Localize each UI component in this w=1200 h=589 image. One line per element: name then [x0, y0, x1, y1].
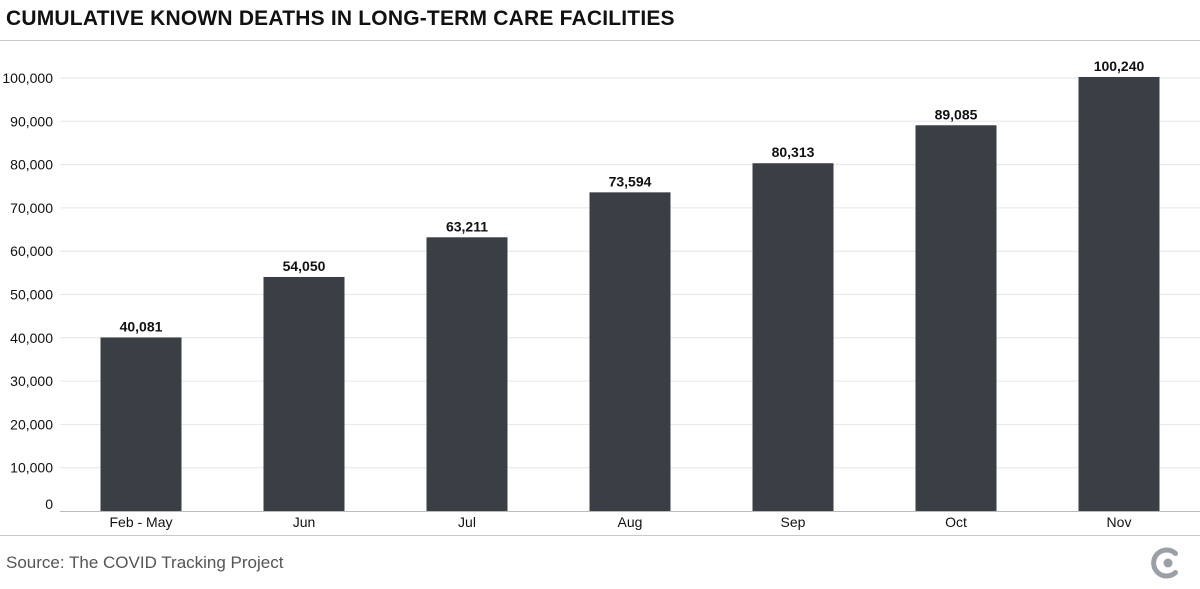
y-tick-label: 40,000	[10, 330, 53, 346]
covid-tracking-project-logo-icon	[1151, 547, 1178, 579]
y-tick-label: 10,000	[10, 460, 53, 476]
y-tick-label: 50,000	[10, 287, 53, 303]
bar	[426, 237, 508, 511]
data-label: 54,050	[283, 258, 326, 274]
chart-title: CUMULATIVE KNOWN DEATHS IN LONG-TERM CAR…	[6, 7, 675, 30]
top-divider	[0, 40, 1200, 41]
bar	[752, 163, 834, 512]
bar	[589, 192, 671, 511]
data-label: 40,081	[120, 318, 163, 334]
x-tick-label: Oct	[945, 514, 967, 530]
data-label: 80,313	[772, 144, 815, 160]
y-tick-label: 60,000	[10, 243, 53, 259]
y-tick-label: 70,000	[10, 200, 53, 216]
bar	[915, 125, 997, 511]
bar	[100, 337, 182, 511]
y-tick-label: 20,000	[10, 416, 53, 432]
y-tick-label: 100,000	[2, 70, 53, 86]
data-label: 63,211	[446, 218, 488, 234]
x-tick-label: Jul	[458, 514, 476, 530]
source-note: Source: The COVID Tracking Project	[6, 553, 284, 572]
x-tick-label: Jun	[293, 514, 316, 530]
x-tick-label: Sep	[781, 514, 806, 530]
bar-chart: 0 10,000 20,000 30,000 40,000 50,000 60,000 70,…	[2, 58, 1200, 530]
x-tick-label: Nov	[1107, 514, 1132, 530]
y-tick-label: 80,000	[10, 157, 53, 173]
data-label: 89,085	[935, 106, 978, 122]
data-label: 100,240	[1094, 58, 1145, 74]
x-tick-label: Aug	[618, 514, 643, 530]
data-label: 73,594	[609, 173, 652, 189]
y-tick-label: 90,000	[10, 113, 53, 129]
y-tick-label: 0	[45, 496, 53, 512]
bottom-divider	[0, 535, 1200, 536]
x-tick-label: Feb - May	[109, 514, 172, 530]
y-tick-label: 30,000	[10, 373, 53, 389]
bar	[263, 276, 345, 511]
bar	[1078, 76, 1160, 511]
